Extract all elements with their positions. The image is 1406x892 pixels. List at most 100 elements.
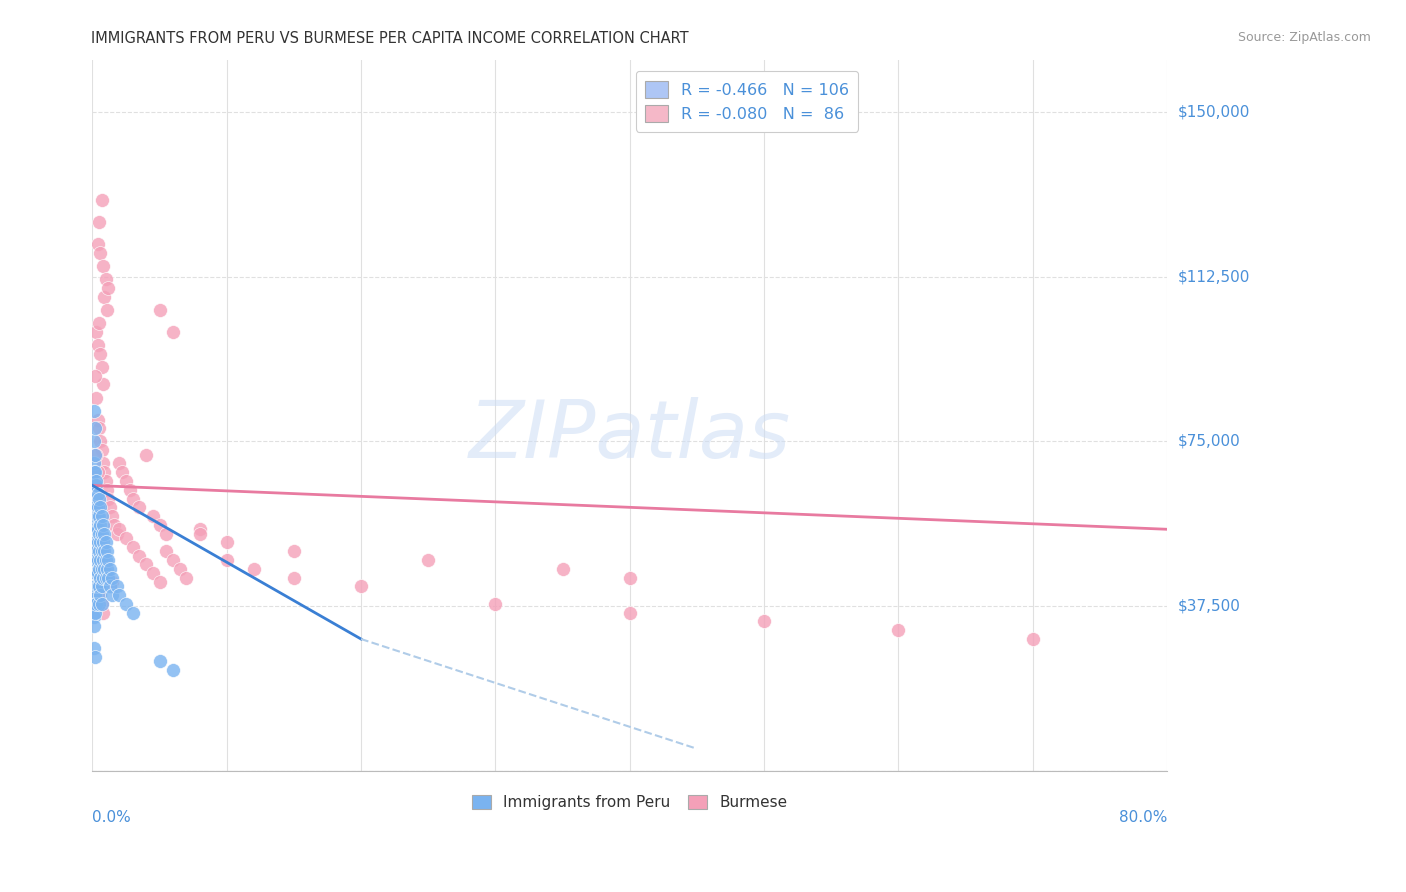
Point xyxy=(155,526,177,541)
Point xyxy=(86,579,108,593)
Point xyxy=(115,531,138,545)
Point xyxy=(83,570,105,584)
Point xyxy=(86,487,108,501)
Point xyxy=(86,509,108,524)
Point xyxy=(87,526,110,541)
Legend: Immigrants from Peru, Burmese: Immigrants from Peru, Burmese xyxy=(467,789,793,816)
Point xyxy=(215,553,238,567)
Point xyxy=(108,522,131,536)
Point xyxy=(84,553,107,567)
Point xyxy=(148,574,170,589)
Point xyxy=(188,526,211,541)
Text: 0.0%: 0.0% xyxy=(93,810,131,825)
Point xyxy=(96,544,118,558)
Point xyxy=(83,465,105,479)
Point xyxy=(887,624,910,638)
Point xyxy=(86,509,108,524)
Point xyxy=(90,562,112,576)
Point xyxy=(101,588,124,602)
Point xyxy=(87,509,110,524)
Point xyxy=(91,517,114,532)
Point xyxy=(84,478,107,492)
Point xyxy=(118,483,141,497)
Point xyxy=(83,597,105,611)
Point xyxy=(86,325,108,339)
Point xyxy=(86,474,108,488)
Point xyxy=(84,448,107,462)
Point xyxy=(83,500,105,515)
Point xyxy=(93,544,115,558)
Point xyxy=(128,549,150,563)
Point xyxy=(86,500,108,515)
Point xyxy=(86,562,108,576)
Point xyxy=(84,553,107,567)
Point xyxy=(97,553,120,567)
Point xyxy=(91,377,114,392)
Point xyxy=(83,465,105,479)
Point xyxy=(86,535,108,549)
Point xyxy=(83,579,105,593)
Point xyxy=(115,474,138,488)
Point xyxy=(86,522,108,536)
Point xyxy=(84,579,107,593)
Point xyxy=(86,535,108,549)
Point xyxy=(91,606,114,620)
Point xyxy=(87,579,110,593)
Point xyxy=(619,606,641,620)
Point xyxy=(84,588,107,602)
Point xyxy=(135,448,157,462)
Point xyxy=(169,562,191,576)
Point xyxy=(83,434,105,449)
Point xyxy=(619,570,641,584)
Point xyxy=(83,544,105,558)
Text: $75,000: $75,000 xyxy=(1178,434,1240,449)
Point xyxy=(98,579,121,593)
Point xyxy=(83,457,105,471)
Point xyxy=(91,535,114,549)
Point xyxy=(94,272,117,286)
Point xyxy=(1022,632,1045,646)
Point xyxy=(94,566,117,581)
Point xyxy=(84,526,107,541)
Point xyxy=(83,403,105,417)
Point xyxy=(86,338,108,352)
Point xyxy=(121,491,143,506)
Point xyxy=(94,535,117,549)
Point xyxy=(101,574,124,589)
Point xyxy=(86,522,108,536)
Point xyxy=(84,535,107,549)
Point xyxy=(84,368,107,383)
Point xyxy=(155,544,177,558)
Point xyxy=(83,491,105,506)
Point xyxy=(176,570,198,584)
Point xyxy=(83,553,105,567)
Point xyxy=(418,553,440,567)
Point xyxy=(89,588,111,602)
Point xyxy=(86,597,108,611)
Point xyxy=(89,553,111,567)
Point xyxy=(86,465,108,479)
Point xyxy=(87,544,110,558)
Point xyxy=(350,579,373,593)
Point xyxy=(93,526,115,541)
Point xyxy=(86,566,108,581)
Point xyxy=(86,579,108,593)
Point xyxy=(84,500,107,515)
Point xyxy=(83,606,105,620)
Point xyxy=(242,562,264,576)
Point xyxy=(108,457,131,471)
Point xyxy=(89,535,111,549)
Point xyxy=(90,359,112,374)
Point xyxy=(89,245,111,260)
Point xyxy=(162,325,184,339)
Text: Source: ZipAtlas.com: Source: ZipAtlas.com xyxy=(1237,31,1371,45)
Point xyxy=(97,491,120,506)
Point xyxy=(83,562,105,576)
Point xyxy=(90,193,112,207)
Point xyxy=(142,509,165,524)
Point xyxy=(86,570,108,584)
Point xyxy=(84,566,107,581)
Point xyxy=(86,236,108,251)
Point xyxy=(84,649,107,664)
Point xyxy=(108,588,131,602)
